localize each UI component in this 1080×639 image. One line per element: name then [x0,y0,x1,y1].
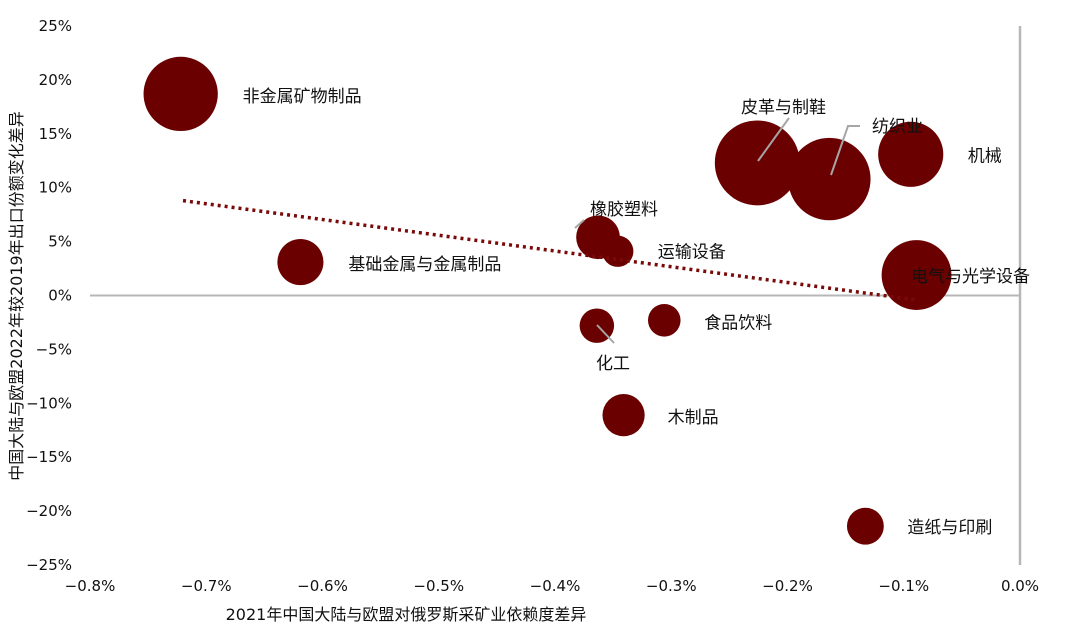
y-tick-label: −15% [26,448,72,466]
bubble [602,394,645,437]
x-tick-label: −0.2% [762,577,813,595]
x-tick-label: −0.5% [413,577,464,595]
x-tick-label: −0.6% [297,577,348,595]
y-axis-title: 中国大陆与欧盟2022年较2019年出口份额变化差异 [7,111,26,480]
y-tick-label: 0% [48,287,72,305]
bubble [277,239,324,286]
y-tick-label: 10% [39,179,72,197]
y-tick-label: 20% [39,71,72,89]
bubble [878,121,944,187]
axes [90,26,1022,565]
point-label: 化工 [596,354,630,374]
bubble [788,137,871,221]
point-label: 皮革与制鞋 [741,98,826,118]
leader-line [830,125,860,176]
leader-line [574,219,585,229]
x-tick-label: −0.8% [65,577,116,595]
point-label: 橡胶塑料 [590,200,658,220]
y-tick-label: 25% [39,17,72,35]
y-tick-label: 5% [48,233,72,251]
x-tick-label: 0.0% [1001,577,1039,595]
y-tick-labels: 25% 20% 15% 10% 5% 0% −5% −10% −15% −20% −25% [26,17,72,574]
point-label: 木制品 [668,408,719,428]
bubble [602,235,634,267]
point-label: 造纸与印刷 [907,518,992,538]
y-tick-label: 15% [39,125,72,143]
point-label: 电气与光学设备 [911,267,1030,287]
y-tick-label: −10% [26,394,72,412]
point-label: 运输设备 [658,242,726,262]
x-tick-label: −0.3% [646,577,697,595]
leader-line [596,324,615,344]
bubble [714,120,800,206]
y-tick-label: −20% [26,502,72,520]
leader-line [757,117,790,162]
x-tick-label: −0.1% [878,577,929,595]
bubble [846,507,884,545]
x-tick-labels: −0.8% −0.7% −0.6% −0.5% −0.4% −0.3% −0.2% −0.1%… [65,577,1039,595]
point-label: 机械 [968,146,1002,166]
x-axis-title: 2021年中国大陆与欧盟对俄罗斯采矿业依赖度差异 [226,605,587,624]
point-label: 食品饮料 [704,313,772,333]
x-tick-label: −0.4% [530,577,581,595]
bubbles [143,56,952,545]
y-tick-label: −25% [26,556,72,574]
leader-lines [574,117,860,344]
point-label: 基础金属与金属制品 [348,255,501,275]
bubble [647,304,681,337]
x-tick-label: −0.7% [181,577,232,595]
bubble [881,240,952,310]
y-tick-label: −5% [36,340,72,358]
point-label: 非金属矿物制品 [243,87,362,107]
bubble [143,56,218,132]
point-label: 纺织业 [872,117,923,137]
